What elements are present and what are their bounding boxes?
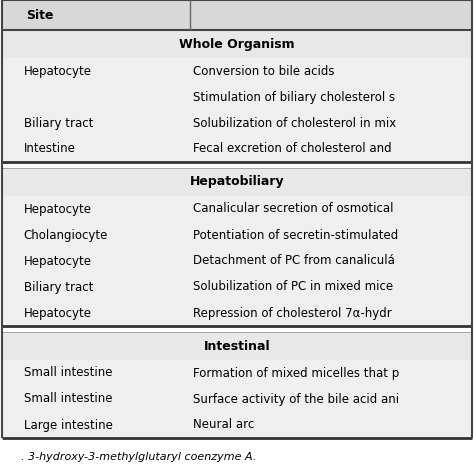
Text: Intestine: Intestine — [24, 143, 76, 155]
Bar — [2, 386, 472, 412]
Text: Hepatocyte: Hepatocyte — [24, 202, 92, 216]
Text: Biliary tract: Biliary tract — [24, 281, 93, 293]
Text: Canalicular secretion of osmotical: Canalicular secretion of osmotical — [193, 202, 393, 216]
Text: Large intestine: Large intestine — [24, 419, 113, 431]
Text: Small intestine: Small intestine — [24, 366, 112, 380]
Bar — [2, 332, 472, 360]
Bar — [2, 136, 472, 162]
Text: Cholangiocyte: Cholangiocyte — [24, 228, 108, 241]
Bar — [2, 222, 472, 248]
Bar — [2, 412, 472, 438]
Text: Small intestine: Small intestine — [24, 392, 112, 405]
Text: . 3-hydroxy-3-methylglutaryl coenzyme A.: . 3-hydroxy-3-methylglutaryl coenzyme A. — [21, 452, 256, 462]
Bar — [2, 300, 472, 326]
Text: Hepatocyte: Hepatocyte — [24, 64, 92, 78]
Text: Whole Organism: Whole Organism — [179, 37, 295, 51]
Bar — [2, 58, 472, 84]
Bar — [2, 110, 472, 136]
Bar — [2, 196, 472, 222]
Bar — [2, 274, 472, 300]
Text: Stimulation of biliary cholesterol s: Stimulation of biliary cholesterol s — [193, 91, 395, 103]
Text: Potentiation of secretin-stimulated: Potentiation of secretin-stimulated — [193, 228, 398, 241]
Text: Fecal excretion of cholesterol and: Fecal excretion of cholesterol and — [193, 143, 392, 155]
Text: Detachment of PC from canaliculá: Detachment of PC from canaliculá — [193, 255, 395, 267]
Text: Site: Site — [26, 9, 53, 21]
Text: Hepatocyte: Hepatocyte — [24, 307, 92, 319]
Bar — [2, 326, 472, 332]
Bar — [2, 248, 472, 274]
Text: Hepatobiliary: Hepatobiliary — [190, 175, 284, 189]
Text: Conversion to bile acids: Conversion to bile acids — [193, 64, 335, 78]
Bar — [2, 168, 472, 196]
Bar — [2, 84, 472, 110]
Text: Repression of cholesterol 7α-hydr: Repression of cholesterol 7α-hydr — [193, 307, 392, 319]
Bar — [2, 30, 472, 58]
Text: Solubilization of PC in mixed mice: Solubilization of PC in mixed mice — [193, 281, 393, 293]
Text: Intestinal: Intestinal — [204, 339, 270, 353]
Text: Hepatocyte: Hepatocyte — [24, 255, 92, 267]
Bar — [2, 0, 472, 30]
Bar — [2, 162, 472, 168]
Text: Formation of mixed micelles that p: Formation of mixed micelles that p — [193, 366, 399, 380]
Text: Biliary tract: Biliary tract — [24, 117, 93, 129]
Text: Surface activity of the bile acid ani: Surface activity of the bile acid ani — [193, 392, 399, 405]
Bar — [2, 360, 472, 386]
Text: Neural arc: Neural arc — [193, 419, 254, 431]
Text: Solubilization of cholesterol in mix: Solubilization of cholesterol in mix — [193, 117, 396, 129]
